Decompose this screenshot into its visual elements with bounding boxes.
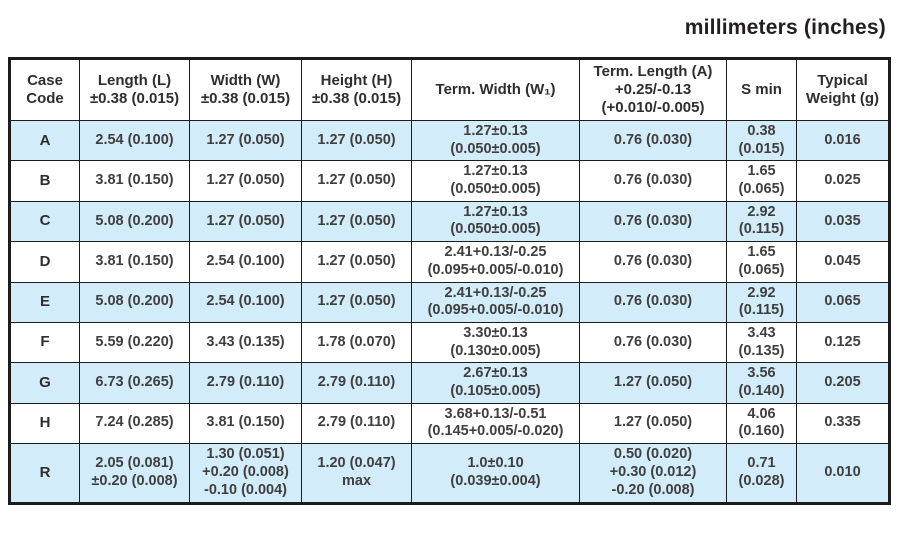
cell-length: 3.81 (0.150) xyxy=(79,160,190,202)
cell-case-code: B xyxy=(9,160,80,202)
cell-typical-weight: 0.065 xyxy=(796,281,890,323)
cell-height: 1.27 (0.050) xyxy=(301,200,412,243)
cell-term-width: 1.27±0.13 (0.050±0.005) xyxy=(411,160,580,202)
cell-typical-weight: 0.335 xyxy=(796,402,890,445)
cell-height: 2.79 (0.110) xyxy=(301,402,412,445)
cell-term-length: 0.76 (0.030) xyxy=(579,281,727,323)
cell-width: 2.79 (0.110) xyxy=(189,362,302,404)
table-row: R 2.05 (0.081) ±0.20 (0.008) 1.30 (0.051) … xyxy=(9,443,890,504)
header-height: Height (H) ±0.38 (0.015) xyxy=(301,58,412,121)
cell-s-min: 1.65 (0.065) xyxy=(726,160,797,202)
header-s-min: S min xyxy=(726,58,797,121)
cell-width: 1.27 (0.050) xyxy=(189,119,302,162)
cell-s-min: 2.92 (0.115) xyxy=(726,281,797,323)
cell-typical-weight: 0.045 xyxy=(796,241,890,283)
cell-s-min: 3.43 (0.135) xyxy=(726,321,797,364)
table-row: B 3.81 (0.150) 1.27 (0.050) 1.27 (0.050) 1.2… xyxy=(9,160,890,202)
cell-term-width: 2.41+0.13/-0.25 (0.095+0.005/-0.010) xyxy=(411,241,580,283)
cell-s-min: 3.56 (0.140) xyxy=(726,362,797,404)
cell-term-width: 1.0±0.10 (0.039±0.004) xyxy=(411,443,580,504)
table-row: G 6.73 (0.265) 2.79 (0.110) 2.79 (0.110) 2.6… xyxy=(9,362,890,404)
cell-term-width: 1.27±0.13 (0.050±0.005) xyxy=(411,119,580,162)
header-typical-weight: Typical Weight (g) xyxy=(796,58,890,121)
header-length: Length (L) ±0.38 (0.015) xyxy=(79,58,190,121)
cell-term-length: 1.27 (0.050) xyxy=(579,402,727,445)
cell-case-code: R xyxy=(9,443,80,504)
cell-width: 2.54 (0.100) xyxy=(189,281,302,323)
cell-term-width: 2.67±0.13 (0.105±0.005) xyxy=(411,362,580,404)
cell-height: 1.78 (0.070) xyxy=(301,321,412,364)
cell-length: 3.81 (0.150) xyxy=(79,241,190,283)
cell-case-code: D xyxy=(9,241,80,283)
cell-term-width: 2.41+0.13/-0.25 (0.095+0.005/-0.010) xyxy=(411,281,580,323)
cell-width: 3.81 (0.150) xyxy=(189,402,302,445)
cell-case-code: E xyxy=(9,281,80,323)
cell-typical-weight: 0.025 xyxy=(796,160,890,202)
units-title: millimeters (inches) xyxy=(684,16,886,39)
cell-height: 1.27 (0.050) xyxy=(301,281,412,323)
cell-term-width: 1.27±0.13 (0.050±0.005) xyxy=(411,200,580,243)
cell-s-min: 1.65 (0.065) xyxy=(726,241,797,283)
cell-height: 2.79 (0.110) xyxy=(301,362,412,404)
table-row: H 7.24 (0.285) 3.81 (0.150) 2.79 (0.110) 3.6… xyxy=(9,402,890,445)
cell-term-length: 0.76 (0.030) xyxy=(579,119,727,162)
cell-height: 1.27 (0.050) xyxy=(301,241,412,283)
header-case-code: Case Code xyxy=(9,58,80,121)
header-term-width: Term. Width (W₁) xyxy=(411,58,580,121)
cell-s-min: 2.92 (0.115) xyxy=(726,200,797,243)
table-header: Case Code Length (L) ±0.38 (0.015) Width… xyxy=(9,58,890,121)
header-width: Width (W) ±0.38 (0.015) xyxy=(189,58,302,121)
cell-length: 6.73 (0.265) xyxy=(79,362,190,404)
cell-typical-weight: 0.016 xyxy=(796,119,890,162)
cell-s-min: 0.38 (0.015) xyxy=(726,119,797,162)
table-row: F 5.59 (0.220) 3.43 (0.135) 1.78 (0.070) 3.3… xyxy=(9,321,890,364)
cell-length: 2.05 (0.081) ±0.20 (0.008) xyxy=(79,443,190,504)
cell-term-length: 0.76 (0.030) xyxy=(579,160,727,202)
cell-typical-weight: 0.035 xyxy=(796,200,890,243)
cell-case-code: A xyxy=(9,119,80,162)
table-row: C 5.08 (0.200) 1.27 (0.050) 1.27 (0.050) 1.2… xyxy=(9,200,890,243)
header-term-length: Term. Length (A) +0.25/-0.13 (+0.010/-0.… xyxy=(579,58,727,121)
table-row: A 2.54 (0.100) 1.27 (0.050) 1.27 (0.050) 1.2… xyxy=(9,119,890,162)
cell-term-width: 3.68+0.13/-0.51 (0.145+0.005/-0.020) xyxy=(411,402,580,445)
cell-height: 1.27 (0.050) xyxy=(301,160,412,202)
cell-case-code: G xyxy=(9,362,80,404)
cell-length: 2.54 (0.100) xyxy=(79,119,190,162)
cell-width: 1.30 (0.051) +0.20 (0.008) -0.10 (0.004) xyxy=(189,443,302,504)
table-row: D 3.81 (0.150) 2.54 (0.100) 1.27 (0.050) 2.4… xyxy=(9,241,890,283)
cell-s-min: 0.71 (0.028) xyxy=(726,443,797,504)
table-row: E 5.08 (0.200) 2.54 (0.100) 1.27 (0.050) 2.4… xyxy=(9,281,890,323)
cell-length: 7.24 (0.285) xyxy=(79,402,190,445)
table-body: A 2.54 (0.100) 1.27 (0.050) 1.27 (0.050) 1.2… xyxy=(9,119,890,504)
cell-length: 5.59 (0.220) xyxy=(79,321,190,364)
cell-width: 3.43 (0.135) xyxy=(189,321,302,364)
cell-case-code: H xyxy=(9,402,80,445)
cell-term-width: 3.30±0.13 (0.130±0.005) xyxy=(411,321,580,364)
cell-height: 1.20 (0.047) max xyxy=(301,443,412,504)
cell-typical-weight: 0.125 xyxy=(796,321,890,364)
cell-case-code: F xyxy=(9,321,80,364)
cell-length: 5.08 (0.200) xyxy=(79,200,190,243)
cell-s-min: 4.06 (0.160) xyxy=(726,402,797,445)
cell-width: 1.27 (0.050) xyxy=(189,200,302,243)
cell-typical-weight: 0.205 xyxy=(796,362,890,404)
cell-case-code: C xyxy=(9,200,80,243)
cell-term-length: 1.27 (0.050) xyxy=(579,362,727,404)
cell-term-length: 0.50 (0.020) +0.30 (0.012) -0.20 (0.008) xyxy=(579,443,727,504)
cell-term-length: 0.76 (0.030) xyxy=(579,241,727,283)
cell-typical-weight: 0.010 xyxy=(796,443,890,504)
cell-term-length: 0.76 (0.030) xyxy=(579,200,727,243)
cell-term-length: 0.76 (0.030) xyxy=(579,321,727,364)
case-dimensions-table: Case Code Length (L) ±0.38 (0.015) Width… xyxy=(8,57,891,505)
cell-width: 2.54 (0.100) xyxy=(189,241,302,283)
cell-length: 5.08 (0.200) xyxy=(79,281,190,323)
header-row: Case Code Length (L) ±0.38 (0.015) Width… xyxy=(9,58,890,121)
cell-height: 1.27 (0.050) xyxy=(301,119,412,162)
cell-width: 1.27 (0.050) xyxy=(189,160,302,202)
